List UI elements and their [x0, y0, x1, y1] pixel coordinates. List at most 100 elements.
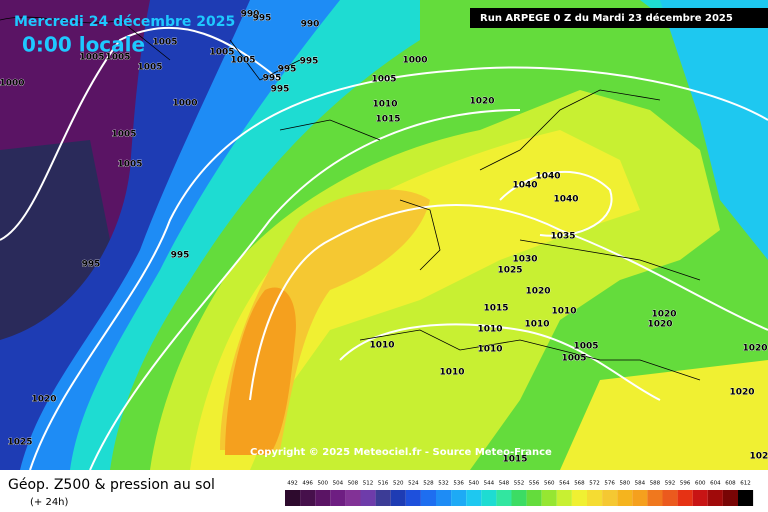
- isobar-label: 1005: [137, 63, 162, 73]
- legend-swatch: [285, 490, 301, 506]
- run: Run ARPEGE 0 Z du Mardi 23 décembre 2025: [480, 12, 733, 24]
- legend-label: 528: [423, 481, 434, 487]
- isobar-label: 995: [271, 85, 290, 95]
- isobar-label: 1020: [525, 287, 550, 297]
- legend-swatch: [405, 490, 421, 506]
- legend-label: 568: [574, 481, 585, 487]
- legend-swatch: [556, 490, 572, 506]
- isobar-label: 1005: [117, 160, 142, 170]
- isobar-label: 990: [241, 10, 260, 20]
- isobar-label: 1035: [550, 232, 575, 242]
- legend-label: 608: [725, 481, 736, 487]
- isobar-label: 1020: [31, 395, 56, 405]
- isobar-label: 995: [278, 65, 297, 75]
- isobar: [0, 26, 281, 241]
- field: [190, 130, 640, 470]
- field: [660, 0, 768, 260]
- legend-label: 544: [484, 481, 495, 487]
- coastline: [0, 16, 701, 381]
- isobar: [339, 323, 661, 401]
- legend-label: 612: [740, 481, 751, 487]
- legend-swatch: [511, 490, 527, 506]
- isobar-label: 1005: [209, 48, 234, 58]
- isobar-label: 1010: [439, 368, 464, 378]
- isobar-label: 1005: [105, 53, 130, 63]
- legend-swatch: [602, 490, 618, 506]
- isobar-label: 1015: [483, 304, 508, 314]
- isobar-label: 1005: [79, 53, 104, 63]
- isobar-label: 995: [82, 260, 101, 270]
- run-box: [470, 8, 768, 28]
- legend-swatch: [587, 490, 603, 506]
- isobar-label: 1010: [477, 325, 502, 335]
- copyright: Copyright © 2025 Meteociel.fr - Source M…: [250, 447, 552, 458]
- legend-swatch: [420, 490, 436, 506]
- legend-label: 576: [604, 481, 615, 487]
- isobar: [29, 66, 768, 471]
- isobar-label: 1005: [561, 354, 586, 364]
- isobar-label: 1010: [372, 100, 397, 110]
- legend-label: 580: [620, 481, 631, 487]
- isobar-label: 1040: [512, 181, 537, 191]
- legend-swatch: [360, 490, 376, 506]
- legend-swatch: [345, 490, 361, 506]
- legend-label: 500: [318, 481, 329, 487]
- legend-label: 540: [469, 481, 480, 487]
- legend-swatch: [662, 490, 678, 506]
- legend-label: 588: [650, 481, 661, 487]
- legend-label: 508: [348, 481, 359, 487]
- legend-swatch: [722, 490, 738, 506]
- isobar-label: 1010: [369, 341, 394, 351]
- legend-swatch: [330, 490, 346, 506]
- isobar-label: 1020: [651, 310, 676, 320]
- legend-swatch: [451, 490, 467, 506]
- isobar-label: 1005: [230, 56, 255, 66]
- isobar: [499, 170, 613, 237]
- isobar-label: 1000: [0, 79, 25, 89]
- isobar-label: 990: [301, 20, 320, 30]
- legend-swatch: [390, 490, 406, 506]
- isobar-label: 1020: [729, 388, 754, 398]
- legend-label: 592: [665, 481, 676, 487]
- isobar-label: 1005: [573, 342, 598, 352]
- legend-swatch: [541, 490, 557, 506]
- isobar-label: 1020: [647, 320, 672, 330]
- isobar-label: 1015: [375, 115, 400, 125]
- legend-label: 604: [710, 481, 721, 487]
- isobar-label: 1025: [7, 438, 32, 448]
- isobar-label: 1020: [469, 97, 494, 107]
- isobar-label: 1010: [524, 320, 549, 330]
- footer-step: (+ 24h): [30, 497, 69, 508]
- legend-label: 548: [499, 481, 510, 487]
- legend-swatch: [571, 490, 587, 506]
- legend-label: 572: [589, 481, 600, 487]
- legend-swatch: [300, 490, 316, 506]
- legend-label: 512: [363, 481, 374, 487]
- legend-label: 516: [378, 481, 389, 487]
- isobar-label: 1010: [477, 345, 502, 355]
- isobar: [89, 109, 521, 471]
- legend-label: 496: [302, 481, 313, 487]
- legend-label: 556: [529, 481, 540, 487]
- isobar-label: 1005: [111, 130, 136, 140]
- legend-label: 492: [287, 481, 298, 487]
- legend-label: 600: [695, 481, 706, 487]
- legend-label: 504: [333, 481, 344, 487]
- isobar-label: 1000: [172, 99, 197, 109]
- legend-label: 560: [544, 481, 555, 487]
- legend-label: 552: [514, 481, 525, 487]
- legend-label: 564: [559, 481, 570, 487]
- legend-swatch: [647, 490, 663, 506]
- isobar-label: 1010: [551, 307, 576, 317]
- legend-swatch: [481, 490, 497, 506]
- date: Mercredi 24 décembre 2025: [14, 14, 235, 30]
- isobar-label: 1015: [502, 455, 527, 465]
- time: 0:00 locale: [22, 33, 145, 57]
- isobar-label: 1020: [742, 344, 767, 354]
- legend-swatch: [707, 490, 723, 506]
- legend-swatch: [436, 490, 452, 506]
- legend-label: 532: [438, 481, 449, 487]
- field: [225, 287, 296, 455]
- isobar-label: 1040: [535, 172, 560, 182]
- isobar-label: 1030: [512, 255, 537, 265]
